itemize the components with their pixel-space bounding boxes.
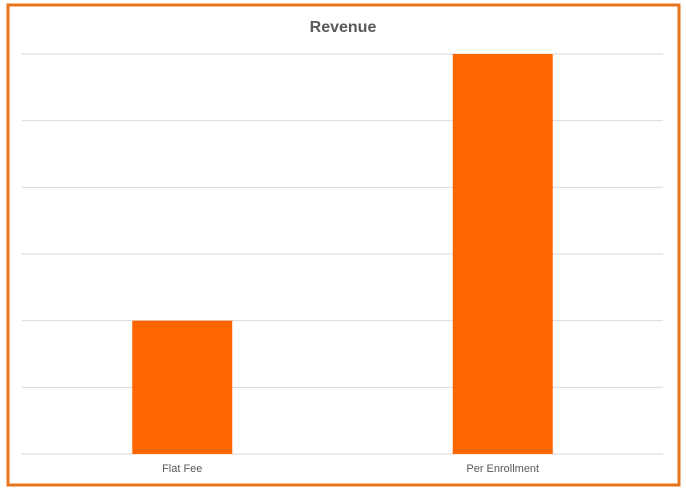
x-tick-label: Flat Fee xyxy=(162,463,202,475)
x-tick-label: Per Enrollment xyxy=(466,463,539,475)
chart-frame xyxy=(6,3,681,487)
chart-title: Revenue xyxy=(310,19,377,36)
bar xyxy=(452,54,553,454)
bar xyxy=(132,320,233,454)
